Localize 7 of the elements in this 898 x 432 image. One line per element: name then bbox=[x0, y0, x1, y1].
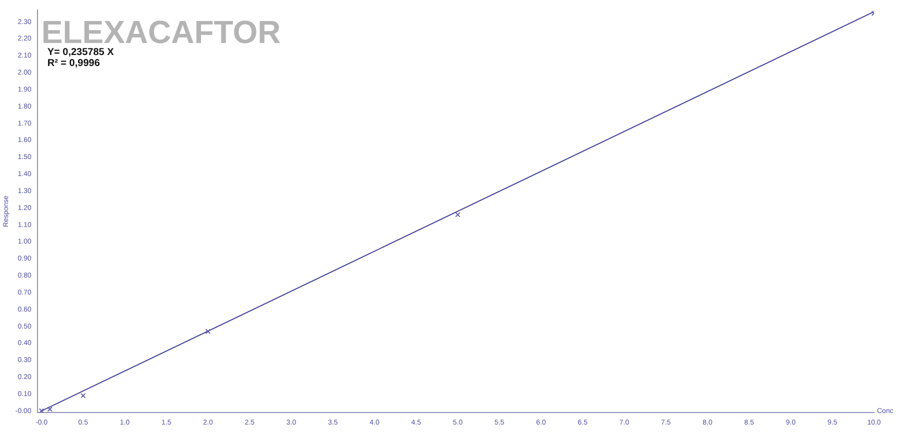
point bbox=[47, 406, 52, 412]
point bbox=[205, 328, 211, 334]
annotation: Y= 0,235785 X bbox=[47, 46, 114, 58]
annotation: R² = 0,9996 bbox=[47, 58, 100, 69]
point bbox=[80, 393, 86, 398]
point bbox=[455, 212, 460, 218]
point bbox=[38, 408, 44, 413]
